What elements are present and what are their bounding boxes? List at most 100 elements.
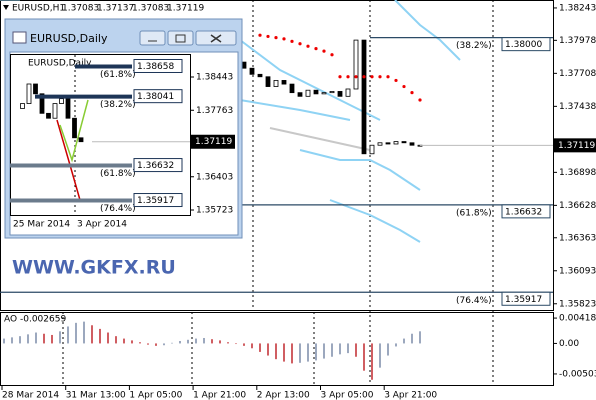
minimize-button[interactable] bbox=[139, 30, 166, 46]
channel-line bbox=[239, 99, 351, 121]
inset-current-price: 1.37119 bbox=[195, 137, 232, 147]
inset-y-tick-label: 1.36403 bbox=[196, 172, 233, 182]
inset-fibo-level: (38.2%) bbox=[100, 100, 136, 110]
inset-fibo-box bbox=[133, 89, 183, 104]
fibo-level: (38.2%) bbox=[456, 41, 492, 51]
fibo-price-box bbox=[501, 204, 551, 219]
inset-candle bbox=[59, 98, 64, 104]
inset-fibo-level: (61.8%) bbox=[100, 70, 136, 80]
candle bbox=[353, 39, 359, 90]
sar-dot bbox=[370, 75, 374, 79]
inset-y-tick-label: 1.38443 bbox=[196, 73, 233, 83]
candle bbox=[409, 142, 415, 146]
y-tick-label: 1.37978 bbox=[559, 36, 596, 46]
main-chart: WWW.GKFX.RU (38.2%) 1.38000(61.8%) 1.36632… bbox=[0, 0, 554, 386]
sar-dot bbox=[386, 75, 390, 79]
window-icon bbox=[12, 31, 27, 44]
osc-name: AO bbox=[4, 315, 17, 325]
fibo-level: (76.4%) bbox=[456, 296, 492, 306]
inset-fibo-level: (61.8%) bbox=[100, 169, 136, 179]
sar-dot bbox=[394, 78, 398, 83]
osc-y-tick-label: 0.004185 bbox=[559, 314, 596, 324]
inset-candle bbox=[26, 83, 32, 104]
y-tick-label: 1.36898 bbox=[559, 168, 596, 178]
fibo-price: 1.36632 bbox=[505, 207, 542, 217]
sar-dot bbox=[378, 75, 382, 79]
sar-dot bbox=[282, 37, 286, 41]
candle bbox=[297, 92, 303, 97]
close-icon bbox=[210, 34, 222, 43]
y-tick-label: 1.37438 bbox=[559, 102, 596, 112]
candle bbox=[401, 141, 407, 144]
sar-dot bbox=[346, 75, 350, 79]
maximize-icon bbox=[175, 34, 186, 43]
sar-dot bbox=[330, 53, 334, 57]
sar-dot bbox=[274, 36, 278, 40]
inset-fibo-price: 1.35917 bbox=[137, 196, 174, 206]
inset-fibo-price: 1.36632 bbox=[137, 161, 174, 171]
candle bbox=[337, 91, 343, 97]
ohlc-value: 1.37083 bbox=[132, 4, 169, 14]
inset-window: EURUSD,Daily EURUSD,Daily 1.38443 1.37763… bbox=[4, 18, 243, 239]
current-price-box bbox=[554, 138, 596, 153]
inset-x-tick-label: 3 Apr 2014 bbox=[77, 220, 127, 230]
inset-candle bbox=[72, 117, 77, 139]
candle bbox=[241, 61, 247, 69]
y-tick-label: 1.36363 bbox=[559, 233, 596, 243]
x-tick-label: 3 Apr 05:00 bbox=[321, 391, 374, 400]
ohlc-value: 1.37119 bbox=[167, 4, 204, 14]
sar-dot bbox=[418, 98, 422, 102]
sar-dot bbox=[306, 44, 310, 48]
inset-plot-frame bbox=[10, 54, 191, 216]
candle bbox=[321, 92, 327, 95]
candle bbox=[385, 142, 391, 145]
inset-candle bbox=[20, 103, 25, 109]
watermark: WWW.GKFX.RU bbox=[12, 257, 176, 279]
sar-dot bbox=[338, 75, 342, 79]
osc-y-tick-label: -0.005038 bbox=[559, 369, 596, 379]
sar-dot bbox=[402, 84, 406, 89]
maximize-button[interactable] bbox=[167, 30, 194, 46]
y-tick-label: 1.37708 bbox=[559, 69, 596, 79]
current-price: 1.37119 bbox=[558, 141, 595, 151]
x-tick-label: 2 Apr 13:00 bbox=[257, 391, 310, 400]
inset-candle bbox=[46, 112, 51, 119]
candle bbox=[305, 89, 311, 97]
inset-candle bbox=[78, 137, 84, 143]
candle bbox=[361, 39, 367, 155]
oscillator-frame bbox=[0, 312, 554, 386]
candle bbox=[257, 73, 263, 78]
inset-x-tick-label: 25 Mar 2014 bbox=[13, 220, 70, 230]
fibo-level: (61.8%) bbox=[456, 208, 492, 218]
inset-y-tick-label: 1.35723 bbox=[196, 206, 233, 216]
x-tick-label: 3 Apr 21:00 bbox=[384, 391, 437, 400]
ohlc-value: 1.37083 bbox=[62, 4, 99, 14]
candle bbox=[265, 76, 271, 87]
candle bbox=[369, 144, 375, 155]
y-tick-label: 1.36628 bbox=[559, 201, 596, 211]
main-frame bbox=[0, 0, 554, 311]
zigzag-line bbox=[59, 99, 89, 163]
sar-dot bbox=[322, 49, 326, 53]
candle bbox=[377, 142, 383, 146]
inset-chart-label: EURUSD,Daily bbox=[28, 59, 92, 69]
candle bbox=[281, 80, 287, 85]
inset-fibo-level: (76.4%) bbox=[100, 204, 136, 214]
candle bbox=[329, 91, 335, 94]
sar-dot bbox=[290, 39, 294, 43]
y-tick-label: 1.36093 bbox=[559, 266, 596, 276]
sar-dot bbox=[314, 47, 318, 51]
fibo-price: 1.35917 bbox=[505, 295, 542, 305]
inset-y-tick-label: 1.37763 bbox=[196, 106, 233, 116]
osc-y-tick-label: 0.00 bbox=[559, 339, 579, 349]
window-title: EURUSD,Daily bbox=[30, 32, 108, 45]
fibo-price: 1.38000 bbox=[505, 40, 542, 50]
inset-current-box bbox=[191, 134, 235, 149]
channel-line bbox=[394, 0, 461, 61]
y-tick-label: 1.38243 bbox=[559, 3, 596, 13]
candle bbox=[313, 89, 319, 95]
osc-value: -0.002659 bbox=[20, 315, 66, 325]
fibo-price-box bbox=[501, 291, 551, 306]
inset-fibo-box bbox=[133, 58, 183, 73]
